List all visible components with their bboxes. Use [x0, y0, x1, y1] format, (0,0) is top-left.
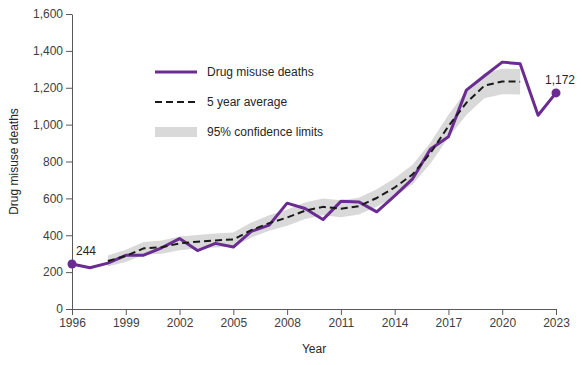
- x-axis-title: Year: [302, 342, 326, 356]
- x-tick: 2020: [489, 309, 516, 330]
- y-tick: 1,400: [33, 44, 72, 58]
- x-tick: 2005: [220, 309, 247, 330]
- y-tick-mark: [66, 162, 72, 163]
- y-tick: 1,600: [33, 7, 72, 21]
- x-tick-mark: [72, 309, 73, 315]
- confidence-band: [108, 69, 520, 267]
- chart: 02004006008001,0001,2001,4001,6001996199…: [0, 0, 582, 365]
- legend: Drug misuse deaths 5 year average 95% conf…: [155, 65, 323, 139]
- y-tick-mark: [66, 309, 72, 310]
- x-tick-mark: [448, 309, 449, 315]
- annotation-label: 1,172: [545, 73, 575, 87]
- y-tick-mark: [66, 235, 72, 236]
- x-tick: 2017: [436, 309, 463, 330]
- x-tick: 1996: [59, 309, 86, 330]
- legend-swatch: [155, 101, 197, 103]
- x-tick-mark: [556, 309, 557, 315]
- y-tick-mark: [66, 14, 72, 15]
- annotation-label: 244: [76, 244, 96, 258]
- x-tick-mark: [341, 309, 342, 315]
- x-axis-line: [73, 309, 557, 310]
- x-tick: 2014: [382, 309, 409, 330]
- y-tick: 1,000: [33, 118, 72, 132]
- x-tick-mark: [126, 309, 127, 315]
- plot-area: [68, 62, 561, 268]
- x-tick-mark: [233, 309, 234, 315]
- y-tick: 600: [43, 192, 72, 206]
- y-tick: 800: [43, 155, 72, 169]
- x-tick-mark: [395, 309, 396, 315]
- x-tick-label: 2017: [436, 316, 463, 330]
- y-tick: 1,200: [33, 81, 72, 95]
- y-tick-label: 0: [56, 302, 63, 316]
- x-tick: 2002: [167, 309, 194, 330]
- x-tick-mark: [287, 309, 288, 315]
- x-tick: 2008: [274, 309, 301, 330]
- y-tick-label: 400: [43, 229, 63, 243]
- legend-label: 95% confidence limits: [207, 125, 323, 139]
- endpoint-marker: [68, 260, 77, 269]
- legend-label: 5 year average: [207, 95, 287, 109]
- y-tick: 400: [43, 229, 72, 243]
- series-line: [72, 62, 556, 268]
- x-tick: 2023: [543, 309, 570, 330]
- y-axis-title: Drug misuse deaths: [7, 108, 21, 215]
- y-axis: 0 200 400 600 800 1,000 1,200 1,400 1,600: [33, 7, 73, 316]
- y-tick-mark: [66, 125, 72, 126]
- legend-swatch: [155, 71, 197, 74]
- y-tick-label: 1,600: [33, 7, 63, 21]
- y-tick-label: 1,200: [33, 81, 63, 95]
- legend-label: Drug misuse deaths: [207, 65, 314, 79]
- y-tick-label: 600: [43, 192, 63, 206]
- x-tick-label: 2014: [382, 316, 409, 330]
- x-tick-label: 2005: [220, 316, 247, 330]
- y-tick-mark: [66, 198, 72, 199]
- x-tick-label: 1996: [59, 316, 86, 330]
- y-tick: 0: [56, 302, 72, 316]
- endpoint-marker: [552, 88, 561, 97]
- x-tick: 1999: [113, 309, 140, 330]
- x-tick-mark: [502, 309, 503, 315]
- series-line: [108, 81, 520, 261]
- x-tick-label: 1999: [113, 316, 140, 330]
- x-tick-label: 2011: [328, 316, 354, 330]
- y-tick-mark: [66, 272, 72, 273]
- y-tick-mark: [66, 88, 72, 89]
- y-tick-label: 800: [43, 155, 63, 169]
- y-tick-mark: [66, 51, 72, 52]
- x-tick-label: 2002: [167, 316, 194, 330]
- y-tick-label: 1,400: [33, 44, 63, 58]
- x-tick-label: 2020: [489, 316, 516, 330]
- x-tick-label: 2023: [543, 316, 570, 330]
- legend-swatch: [155, 127, 197, 137]
- x-tick: 2011: [328, 309, 354, 330]
- y-tick: 200: [43, 265, 72, 279]
- x-axis: 1996 1999 2002 2005 2008 2011 2014 2017 2020 2023: [59, 309, 570, 330]
- x-tick-label: 2008: [274, 316, 301, 330]
- y-tick-label: 200: [43, 265, 63, 279]
- x-tick-mark: [180, 309, 181, 315]
- y-tick-label: 1,000: [33, 118, 63, 132]
